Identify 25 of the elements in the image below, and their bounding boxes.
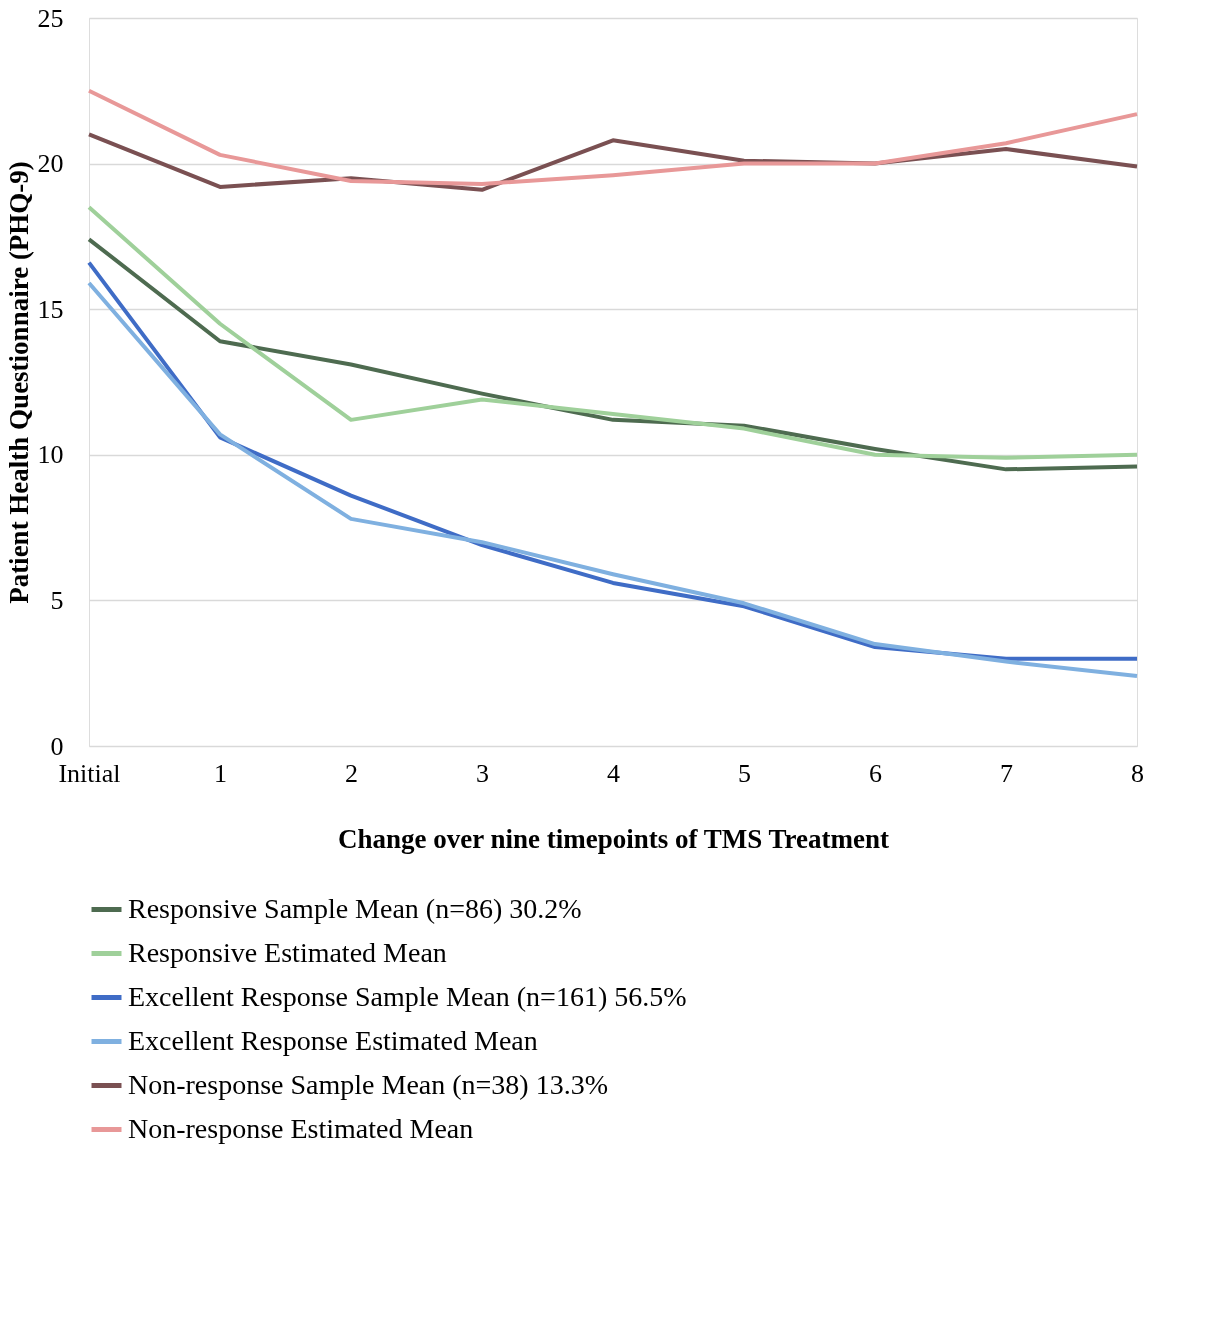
x-tick-label: 7 bbox=[1000, 758, 1013, 788]
x-tick-label: 6 bbox=[869, 758, 882, 788]
legend-label: Excellent Response Sample Mean (n=161) 56.5% bbox=[128, 980, 687, 1012]
y-tick-label: 10 bbox=[37, 440, 64, 470]
x-tick-label: 8 bbox=[1131, 758, 1144, 788]
y-tick-label: 0 bbox=[50, 731, 64, 761]
legend-label: Responsive Estimated Mean bbox=[128, 936, 447, 968]
legend-label: Non-response Estimated Mean bbox=[128, 1112, 474, 1144]
legend-label: Excellent Response Estimated Mean bbox=[128, 1024, 538, 1056]
line-series bbox=[87, 88, 1139, 186]
y-tick-label: 15 bbox=[37, 294, 64, 324]
x-axis-title: Change over nine timepoints of TMS Treatment bbox=[338, 823, 889, 854]
y-tick-label: 5 bbox=[50, 585, 64, 615]
x-tick-label: 4 bbox=[607, 758, 620, 788]
legend-label: Non-response Sample Mean (n=38) 13.3% bbox=[128, 1068, 609, 1100]
x-tick-label: 2 bbox=[345, 758, 358, 788]
x-tick-label: 1 bbox=[214, 758, 227, 788]
y-axis-title: Patient Health Questionnaire (PHQ-9) bbox=[3, 161, 34, 604]
x-tick-label: 3 bbox=[476, 758, 489, 788]
legend-label: Responsive Sample Mean (n=86) 30.2% bbox=[128, 892, 582, 924]
x-tick-label: Initial bbox=[58, 758, 121, 788]
x-tick-label: 5 bbox=[738, 758, 751, 788]
y-tick-label: 20 bbox=[37, 149, 64, 179]
y-tick-label: 25 bbox=[37, 3, 64, 33]
line-series bbox=[87, 205, 1139, 460]
